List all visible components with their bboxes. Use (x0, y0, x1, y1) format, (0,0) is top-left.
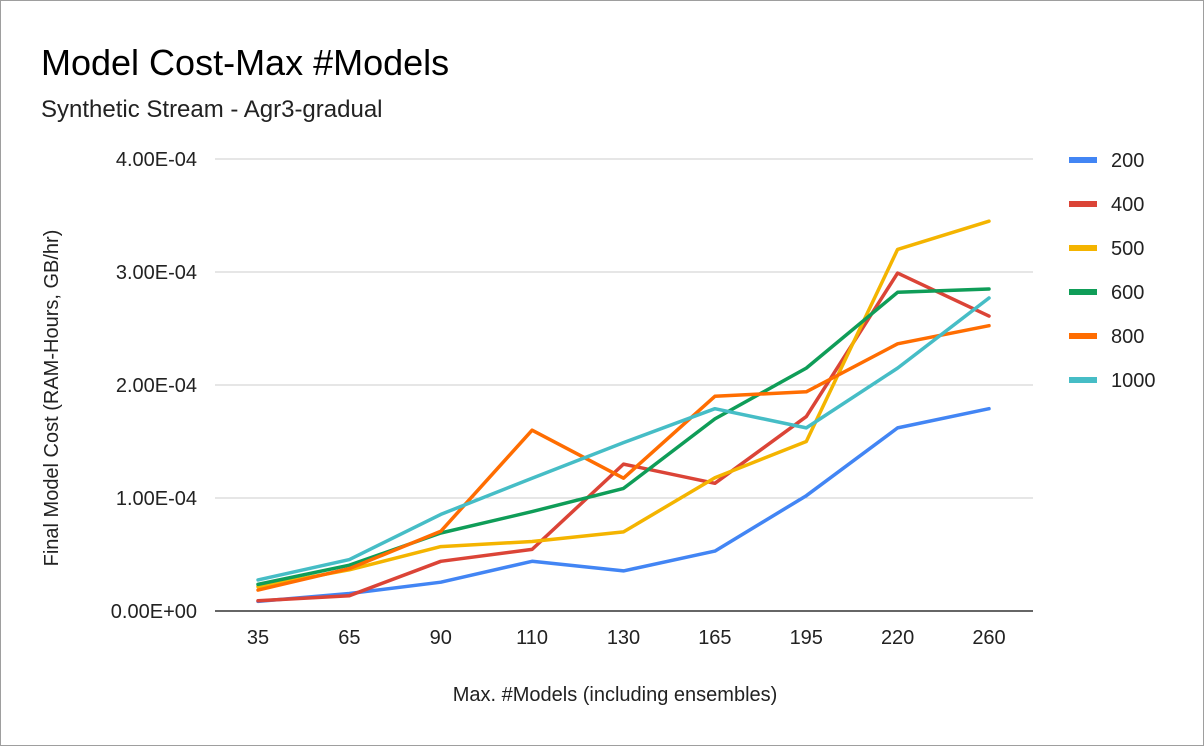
x-tick-label: 90 (430, 627, 452, 649)
legend-label-400: 400 (1111, 194, 1144, 216)
y-tick-label: 1.00E-04 (116, 488, 197, 510)
x-tick-label: 65 (338, 627, 360, 649)
y-tick-label: 3.00E-04 (116, 262, 197, 284)
series-line-200 (256, 406, 991, 604)
y-tick-label: 0.00E+00 (111, 601, 197, 623)
y-axis-ticks: 0.00E+00 1.00E-04 2.00E-04 3.00E-04 4.00E-04 (111, 149, 197, 623)
chart-title: Model Cost-Max #Models (41, 42, 449, 83)
legend-label-800: 800 (1111, 326, 1144, 348)
x-axis-ticks: 35 65 90 110 130 165 195 220 260 (247, 627, 1006, 649)
x-axis-label: Max. #Models (including ensembles) (453, 684, 778, 706)
y-tick-label: 4.00E-04 (116, 149, 197, 171)
series-line-400 (256, 271, 991, 603)
x-tick-label: 130 (607, 627, 640, 649)
series-lines (256, 219, 991, 604)
legend: 200 400 500 600 800 1000 (1069, 150, 1156, 392)
legend-label-200: 200 (1111, 150, 1144, 172)
gridlines (215, 158, 1033, 499)
x-tick-label: 110 (516, 627, 548, 649)
legend-label-500: 500 (1111, 238, 1144, 260)
series-line-1000 (256, 296, 991, 582)
legend-label-1000: 1000 (1111, 370, 1156, 392)
x-tick-label: 195 (790, 627, 823, 649)
x-tick-label: 35 (247, 627, 269, 649)
x-tick-label: 220 (881, 627, 914, 649)
x-tick-label: 260 (972, 627, 1005, 649)
chart-subtitle: Synthetic Stream - Agr3-gradual (41, 96, 383, 123)
y-axis-label: Final Model Cost (RAM-Hours, GB/hr) (41, 230, 63, 567)
series-line-500 (256, 219, 991, 589)
y-tick-label: 2.00E-04 (116, 375, 197, 397)
x-tick-label: 165 (698, 627, 731, 649)
legend-label-600: 600 (1111, 282, 1144, 304)
series-line-600 (256, 287, 991, 587)
series-line-800 (256, 323, 991, 592)
